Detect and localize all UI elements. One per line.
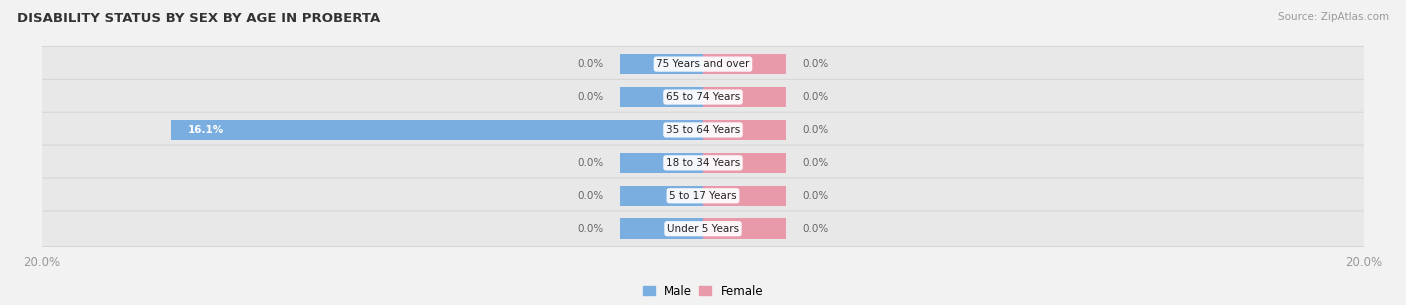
Text: 65 to 74 Years: 65 to 74 Years — [666, 92, 740, 102]
Text: 0.0%: 0.0% — [578, 191, 605, 201]
Text: DISABILITY STATUS BY SEX BY AGE IN PROBERTA: DISABILITY STATUS BY SEX BY AGE IN PROBE… — [17, 12, 380, 25]
Text: 0.0%: 0.0% — [578, 59, 605, 69]
Text: 0.0%: 0.0% — [801, 59, 828, 69]
Text: 0.0%: 0.0% — [801, 92, 828, 102]
Bar — [172, 120, 703, 140]
Text: 0.0%: 0.0% — [801, 158, 828, 168]
Text: 5 to 17 Years: 5 to 17 Years — [669, 191, 737, 201]
Text: 0.0%: 0.0% — [801, 125, 828, 135]
FancyBboxPatch shape — [21, 79, 1385, 115]
Bar — [620, 218, 703, 239]
Text: 0.0%: 0.0% — [578, 158, 605, 168]
Text: 35 to 64 Years: 35 to 64 Years — [666, 125, 740, 135]
Legend: Male, Female: Male, Female — [638, 280, 768, 302]
Bar — [620, 87, 703, 107]
Bar — [620, 54, 703, 74]
Text: 0.0%: 0.0% — [578, 224, 605, 234]
FancyBboxPatch shape — [21, 211, 1385, 246]
FancyBboxPatch shape — [21, 46, 1385, 82]
Bar — [703, 120, 786, 140]
Text: Under 5 Years: Under 5 Years — [666, 224, 740, 234]
Bar — [703, 185, 786, 206]
Text: Source: ZipAtlas.com: Source: ZipAtlas.com — [1278, 12, 1389, 22]
Bar — [703, 87, 786, 107]
Text: 0.0%: 0.0% — [578, 92, 605, 102]
Text: 0.0%: 0.0% — [801, 224, 828, 234]
FancyBboxPatch shape — [21, 178, 1385, 213]
Text: 75 Years and over: 75 Years and over — [657, 59, 749, 69]
FancyBboxPatch shape — [21, 112, 1385, 148]
Bar — [703, 54, 786, 74]
FancyBboxPatch shape — [21, 145, 1385, 181]
Text: 16.1%: 16.1% — [187, 125, 224, 135]
Bar — [703, 153, 786, 173]
Bar — [620, 185, 703, 206]
Bar — [620, 153, 703, 173]
Text: 0.0%: 0.0% — [801, 191, 828, 201]
Text: 18 to 34 Years: 18 to 34 Years — [666, 158, 740, 168]
Bar — [703, 218, 786, 239]
